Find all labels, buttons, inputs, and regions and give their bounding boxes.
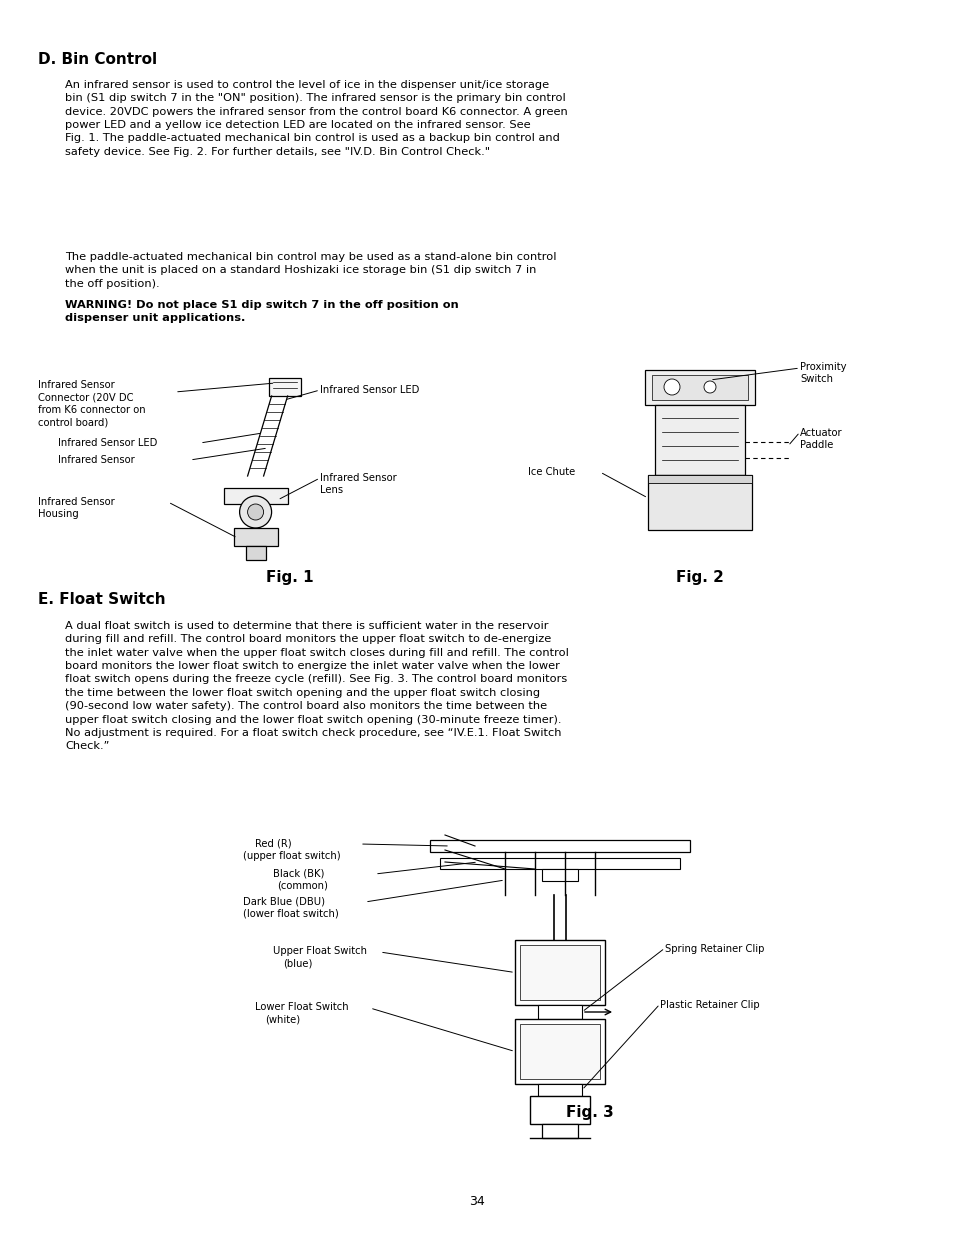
Text: Lower Float Switch: Lower Float Switch [254,1002,348,1011]
Text: Upper Float Switch: Upper Float Switch [273,946,367,956]
Text: Fig. 2: Fig. 2 [676,571,723,585]
Text: (upper float switch): (upper float switch) [243,851,340,861]
Bar [647,475,751,483]
Circle shape [248,504,263,520]
Text: E. Float Switch: E. Float Switch [38,592,166,606]
Text: Infrared Sensor LED: Infrared Sensor LED [58,438,157,448]
Bar [439,858,679,869]
Circle shape [239,496,272,529]
Bar [430,840,689,852]
Bar [530,1095,589,1124]
Bar [655,405,744,475]
Text: Fig. 3: Fig. 3 [565,1105,613,1120]
Text: Red (R): Red (R) [254,839,292,848]
Bar [519,1024,599,1079]
Text: Infrared Sensor
Connector (20V DC
from K6 connector on
control board): Infrared Sensor Connector (20V DC from K… [38,380,146,427]
Bar [537,1084,581,1095]
Bar [541,1124,578,1137]
Bar [245,546,265,559]
Text: The paddle-actuated mechanical bin control may be used as a stand-alone bin cont: The paddle-actuated mechanical bin contr… [65,252,556,289]
Text: Infrared Sensor
Lens: Infrared Sensor Lens [319,473,396,495]
Text: Spring Retainer Clip: Spring Retainer Clip [664,944,763,953]
Text: (lower float switch): (lower float switch) [243,909,338,919]
Text: D. Bin Control: D. Bin Control [38,52,157,67]
Text: Infrared Sensor: Infrared Sensor [58,454,134,466]
Circle shape [703,382,716,393]
Bar [515,940,604,1005]
Bar [233,529,277,546]
Text: Black (BK): Black (BK) [273,868,324,878]
Bar [541,869,578,881]
Bar [515,1019,604,1084]
Text: Proximity
Switch: Proximity Switch [800,362,845,384]
Text: Fig. 1: Fig. 1 [266,571,314,585]
Bar [519,945,599,1000]
Bar [537,1005,581,1019]
Bar [644,370,754,405]
Text: A dual float switch is used to determine that there is sufficient water in the r: A dual float switch is used to determine… [65,621,568,751]
Bar [647,475,751,530]
Text: Infrared Sensor
Housing: Infrared Sensor Housing [38,496,114,520]
Bar [223,488,287,504]
Text: 34: 34 [469,1195,484,1208]
Bar [269,378,301,396]
Text: (blue): (blue) [283,960,312,969]
Text: Plastic Retainer Clip: Plastic Retainer Clip [659,1000,759,1010]
Text: Dark Blue (DBU): Dark Blue (DBU) [243,897,325,906]
Text: Ice Chute: Ice Chute [527,467,575,477]
Text: Infrared Sensor LED: Infrared Sensor LED [319,385,419,395]
Text: (white): (white) [265,1015,300,1025]
Circle shape [663,379,679,395]
Text: WARNING! Do not place S1 dip switch 7 in the off position on
dispenser unit appl: WARNING! Do not place S1 dip switch 7 in… [65,300,458,324]
Text: Actuator
Paddle: Actuator Paddle [800,429,841,451]
Bar [651,375,747,400]
Text: (common): (common) [276,881,328,890]
Text: An infrared sensor is used to control the level of ice in the dispenser unit/ice: An infrared sensor is used to control th… [65,80,567,157]
